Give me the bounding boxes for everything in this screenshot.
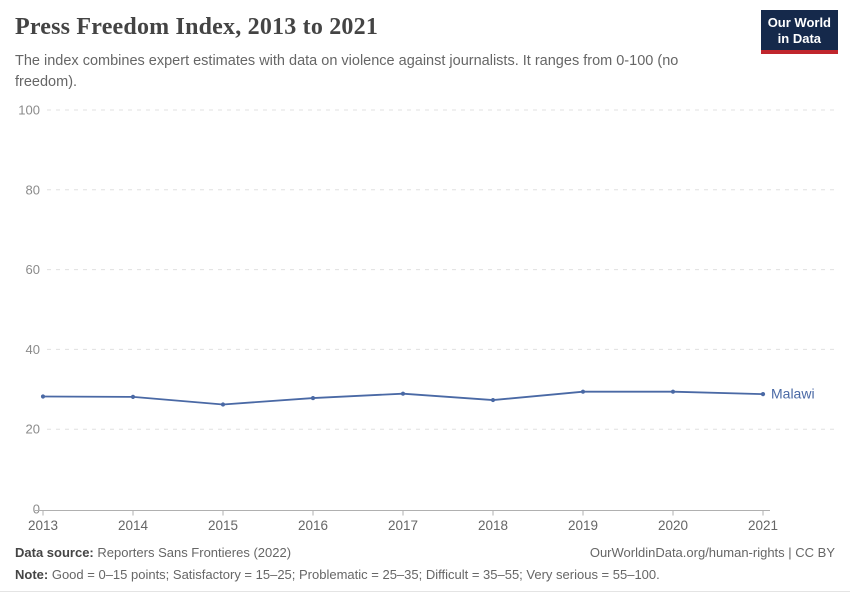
data-source-value: Reporters Sans Frontieres (2022) [97,545,292,560]
x-axis-tick-label: 2016 [298,518,328,533]
x-axis-tick-label: 2015 [208,518,238,533]
data-point[interactable] [310,395,316,401]
y-axis-tick-label: 40 [26,342,40,357]
owid-logo-line2: in Data [777,30,822,46]
data-source-label: Data source: [15,545,94,560]
y-axis-tick-label: 0 [33,502,40,517]
owid-link[interactable]: OurWorldinData.org/human-rights | CC BY [589,545,835,560]
x-axis-tick-label: 2013 [28,518,58,533]
x-axis-tick-label: 2021 [748,518,778,533]
data-point[interactable] [400,391,406,396]
x-axis-tick-label: 2019 [568,518,598,533]
x-axis-tick-label: 2017 [388,518,418,533]
chart-note: Note: Good = 0–15 points; Satisfactory =… [15,567,835,582]
data-point[interactable] [580,389,586,394]
y-axis-tick-label: 80 [26,182,40,197]
chart-footer: Data source: Reporters Sans Frontieres (… [15,545,835,582]
data-point[interactable] [130,394,136,399]
y-axis-tick-label: 100 [18,103,40,118]
y-axis-tick-label: 20 [26,422,40,437]
data-point[interactable] [670,389,676,394]
data-point[interactable] [220,402,226,407]
chart-subtitle: The index combines expert estimates with… [15,53,679,91]
bottom-divider [0,591,850,592]
x-axis-tick-label: 2018 [478,518,508,533]
data-source: Data source: Reporters Sans Frontieres (… [15,545,291,560]
data-point[interactable] [760,391,766,397]
x-axis-tick-label: 2020 [658,518,688,533]
series-end-label[interactable]: Malawi [771,386,815,402]
note-value: Good = 0–15 points; Satisfactory = 15–25… [51,567,660,582]
x-axis-tick-label: 2014 [118,518,149,533]
data-point[interactable] [40,394,46,399]
y-axis-tick-label: 60 [26,262,40,277]
page-title: Press Freedom Index, 2013 to 2021 [15,14,379,40]
note-label: Note: [15,567,49,582]
owid-logo[interactable]: Our World in Data [760,10,838,55]
data-point[interactable] [490,397,496,403]
owid-logo-line1: Our World [767,15,831,30]
